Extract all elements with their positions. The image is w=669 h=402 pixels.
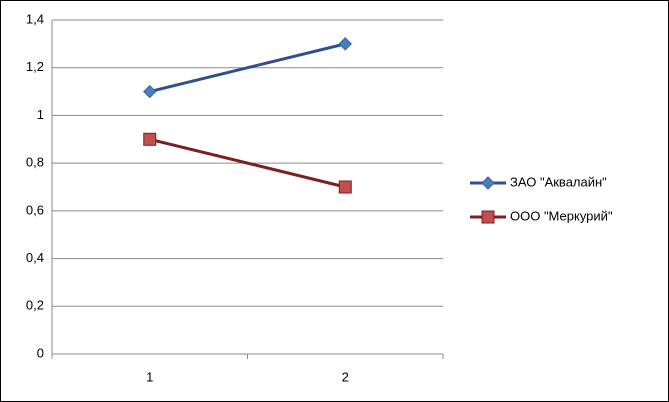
y-tick-label: 1,4: [26, 11, 44, 26]
data-point: [338, 180, 352, 194]
y-tick-label: 1: [37, 107, 44, 122]
data-point: [143, 84, 157, 99]
data-point: [338, 37, 352, 51]
y-tick-label: 0,8: [26, 155, 44, 170]
legend-marker: [481, 176, 495, 190]
y-tick-label: 0,4: [26, 250, 44, 265]
y-tick-label: 0,6: [26, 202, 44, 217]
x-tick-label: 2: [342, 369, 349, 384]
y-tick-label: 0,2: [26, 298, 44, 313]
y-tick-label: 1,2: [26, 59, 44, 74]
series-line: [149, 42, 346, 94]
x-tick-label: 1: [146, 369, 153, 384]
series-line: [149, 137, 346, 189]
data-point: [143, 132, 157, 146]
legend-label: ЗАО "Аквалайн": [510, 174, 607, 189]
legend-label: ООО "Меркурий": [510, 208, 613, 223]
y-tick-label: 0: [37, 345, 44, 360]
legend-marker: [481, 210, 495, 224]
